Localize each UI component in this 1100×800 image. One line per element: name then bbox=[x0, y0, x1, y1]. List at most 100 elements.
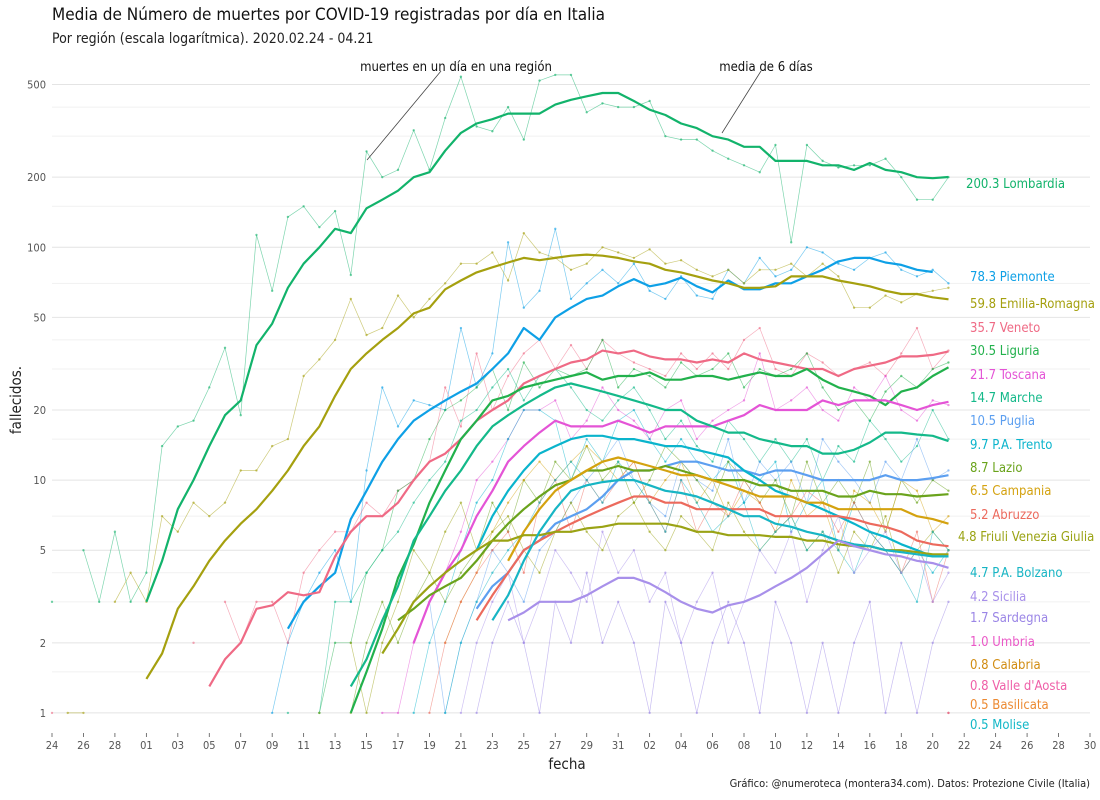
raw-point-marche bbox=[428, 478, 431, 482]
raw-point-emilia-romagna bbox=[616, 251, 620, 254]
raw-point-liguria bbox=[585, 367, 588, 371]
raw-point-p-a-bolzano bbox=[569, 460, 573, 463]
raw-point-marche bbox=[805, 437, 809, 441]
raw-point-lazio bbox=[648, 478, 651, 482]
raw-point-lombardia bbox=[412, 129, 415, 132]
x-tick-label: 01 bbox=[140, 739, 153, 752]
raw-point-emilia-romagna bbox=[884, 294, 887, 297]
raw-point-p-a-bolzano bbox=[679, 478, 683, 482]
raw-point-lombardia bbox=[97, 600, 101, 604]
raw-point-emilia-romagna bbox=[632, 256, 636, 260]
avg-line-p-a-trento bbox=[475, 434, 949, 558]
raw-point-sardegna bbox=[632, 641, 636, 645]
raw-point-lombardia bbox=[821, 159, 824, 163]
raw-point-piemonte bbox=[522, 306, 526, 309]
raw-point-emilia-romagna bbox=[160, 514, 164, 518]
annotations: muertes en un día en una región media de… bbox=[360, 60, 813, 161]
raw-point-piemonte bbox=[538, 289, 541, 293]
raw-point-lombardia bbox=[333, 209, 337, 213]
raw-point-friuli-venezia-giulia bbox=[538, 571, 541, 574]
raw-point-friuli-venezia-giulia bbox=[837, 571, 840, 574]
raw-point-emilia-romagna bbox=[255, 469, 258, 472]
raw-point-p-a-bolzano bbox=[506, 548, 510, 552]
x-tick-label: 21 bbox=[455, 739, 468, 752]
raw-point-emilia-romagna bbox=[711, 275, 714, 278]
raw-point-piemonte bbox=[789, 268, 793, 272]
x-tick-label: 30 bbox=[1084, 739, 1097, 752]
raw-point-piemonte bbox=[632, 262, 636, 265]
raw-point-emilia-romagna bbox=[176, 530, 180, 533]
raw-point-sardegna bbox=[947, 600, 950, 604]
raw-point-toscana bbox=[947, 403, 950, 407]
raw-point-marche bbox=[931, 408, 934, 412]
series-label-campania: 6.5 Campania bbox=[970, 484, 1051, 499]
raw-point-veneto bbox=[223, 600, 227, 604]
raw-point-p-a-bolzano bbox=[601, 501, 604, 504]
series-label-friuli-venezia-giulia: 4.8 Friuli Venezia Giulia bbox=[958, 530, 1094, 545]
raw-series bbox=[50, 73, 950, 715]
avg-line-lombardia bbox=[145, 91, 949, 603]
raw-point-emilia-romagna bbox=[931, 289, 934, 293]
raw-point-sicilia bbox=[789, 530, 793, 533]
raw-point-sicilia bbox=[569, 571, 573, 574]
raw-point-p-a-bolzano bbox=[554, 478, 557, 482]
raw-point-emilia-romagna bbox=[900, 301, 903, 304]
raw-point-lombardia bbox=[82, 548, 85, 552]
raw-point-p-a-trento bbox=[648, 437, 651, 441]
raw-point-lombardia bbox=[522, 138, 526, 141]
raw-point-toscana bbox=[679, 399, 683, 402]
raw-point-veneto bbox=[569, 343, 573, 347]
raw-point-lombardia bbox=[664, 134, 667, 138]
raw-point-toscana bbox=[616, 408, 620, 412]
raw-point-emilia-romagna bbox=[459, 262, 463, 265]
x-tick-label: 19 bbox=[423, 739, 436, 752]
raw-point-lazio bbox=[915, 501, 919, 504]
x-tick-label: 24 bbox=[46, 739, 59, 752]
raw-point-lombardia bbox=[113, 530, 117, 533]
series-label-marche: 14.7 Marche bbox=[970, 391, 1043, 406]
raw-point-sicilia bbox=[648, 600, 651, 604]
raw-point-veneto bbox=[727, 367, 730, 371]
raw-point-veneto bbox=[302, 571, 305, 574]
raw-point-piemonte bbox=[695, 294, 699, 297]
series-labels: 200.3 Lombardia 78.3 Piemonte 59.8 Emilia-… bbox=[958, 177, 1095, 733]
raw-point-puglia bbox=[538, 548, 541, 552]
raw-point-p-a-bolzano bbox=[837, 548, 840, 552]
raw-point-veneto bbox=[192, 641, 195, 645]
raw-point-sardegna bbox=[491, 641, 494, 645]
raw-point-campania bbox=[868, 501, 872, 504]
raw-point-emilia-romagna bbox=[491, 251, 494, 254]
raw-point-sardegna bbox=[931, 641, 934, 645]
raw-point-liguria bbox=[522, 361, 526, 364]
raw-point-lombardia bbox=[176, 425, 180, 428]
raw-line-liguria bbox=[319, 339, 949, 713]
y-tick-label: 5 bbox=[40, 544, 46, 557]
raw-point-veneto bbox=[333, 530, 337, 533]
x-tick-label: 31 bbox=[612, 739, 625, 752]
raw-point-toscana bbox=[931, 399, 934, 402]
raw-point-sardegna bbox=[868, 600, 872, 604]
raw-point-lazio bbox=[601, 478, 604, 482]
raw-point-liguria bbox=[727, 352, 730, 355]
y-tick-label: 1 bbox=[40, 707, 46, 720]
raw-point-campania bbox=[664, 478, 667, 482]
raw-point-piemonte bbox=[569, 297, 573, 301]
raw-point-lombardia bbox=[601, 102, 604, 105]
avg-line-piemonte bbox=[286, 256, 933, 630]
raw-point-toscana bbox=[900, 408, 903, 412]
raw-point-piemonte bbox=[554, 227, 557, 231]
raw-point-marche bbox=[868, 419, 872, 422]
raw-point-sardegna bbox=[805, 711, 809, 715]
raw-point-lombardia bbox=[837, 166, 840, 169]
raw-point-veneto bbox=[695, 367, 699, 371]
raw-point-friuli-venezia-giulia bbox=[349, 641, 353, 645]
series-label-veneto: 35.7 Veneto bbox=[970, 321, 1040, 336]
raw-point-friuli-venezia-giulia bbox=[443, 530, 447, 533]
raw-point-lombardia bbox=[852, 164, 856, 167]
raw-point-p-a-trento bbox=[774, 460, 777, 463]
raw-point-lazio bbox=[947, 489, 950, 492]
raw-point-lombardia bbox=[208, 386, 211, 389]
raw-point-veneto bbox=[270, 600, 274, 604]
raw-point-lombardia bbox=[648, 99, 651, 103]
avg-line-veneto bbox=[208, 349, 949, 687]
